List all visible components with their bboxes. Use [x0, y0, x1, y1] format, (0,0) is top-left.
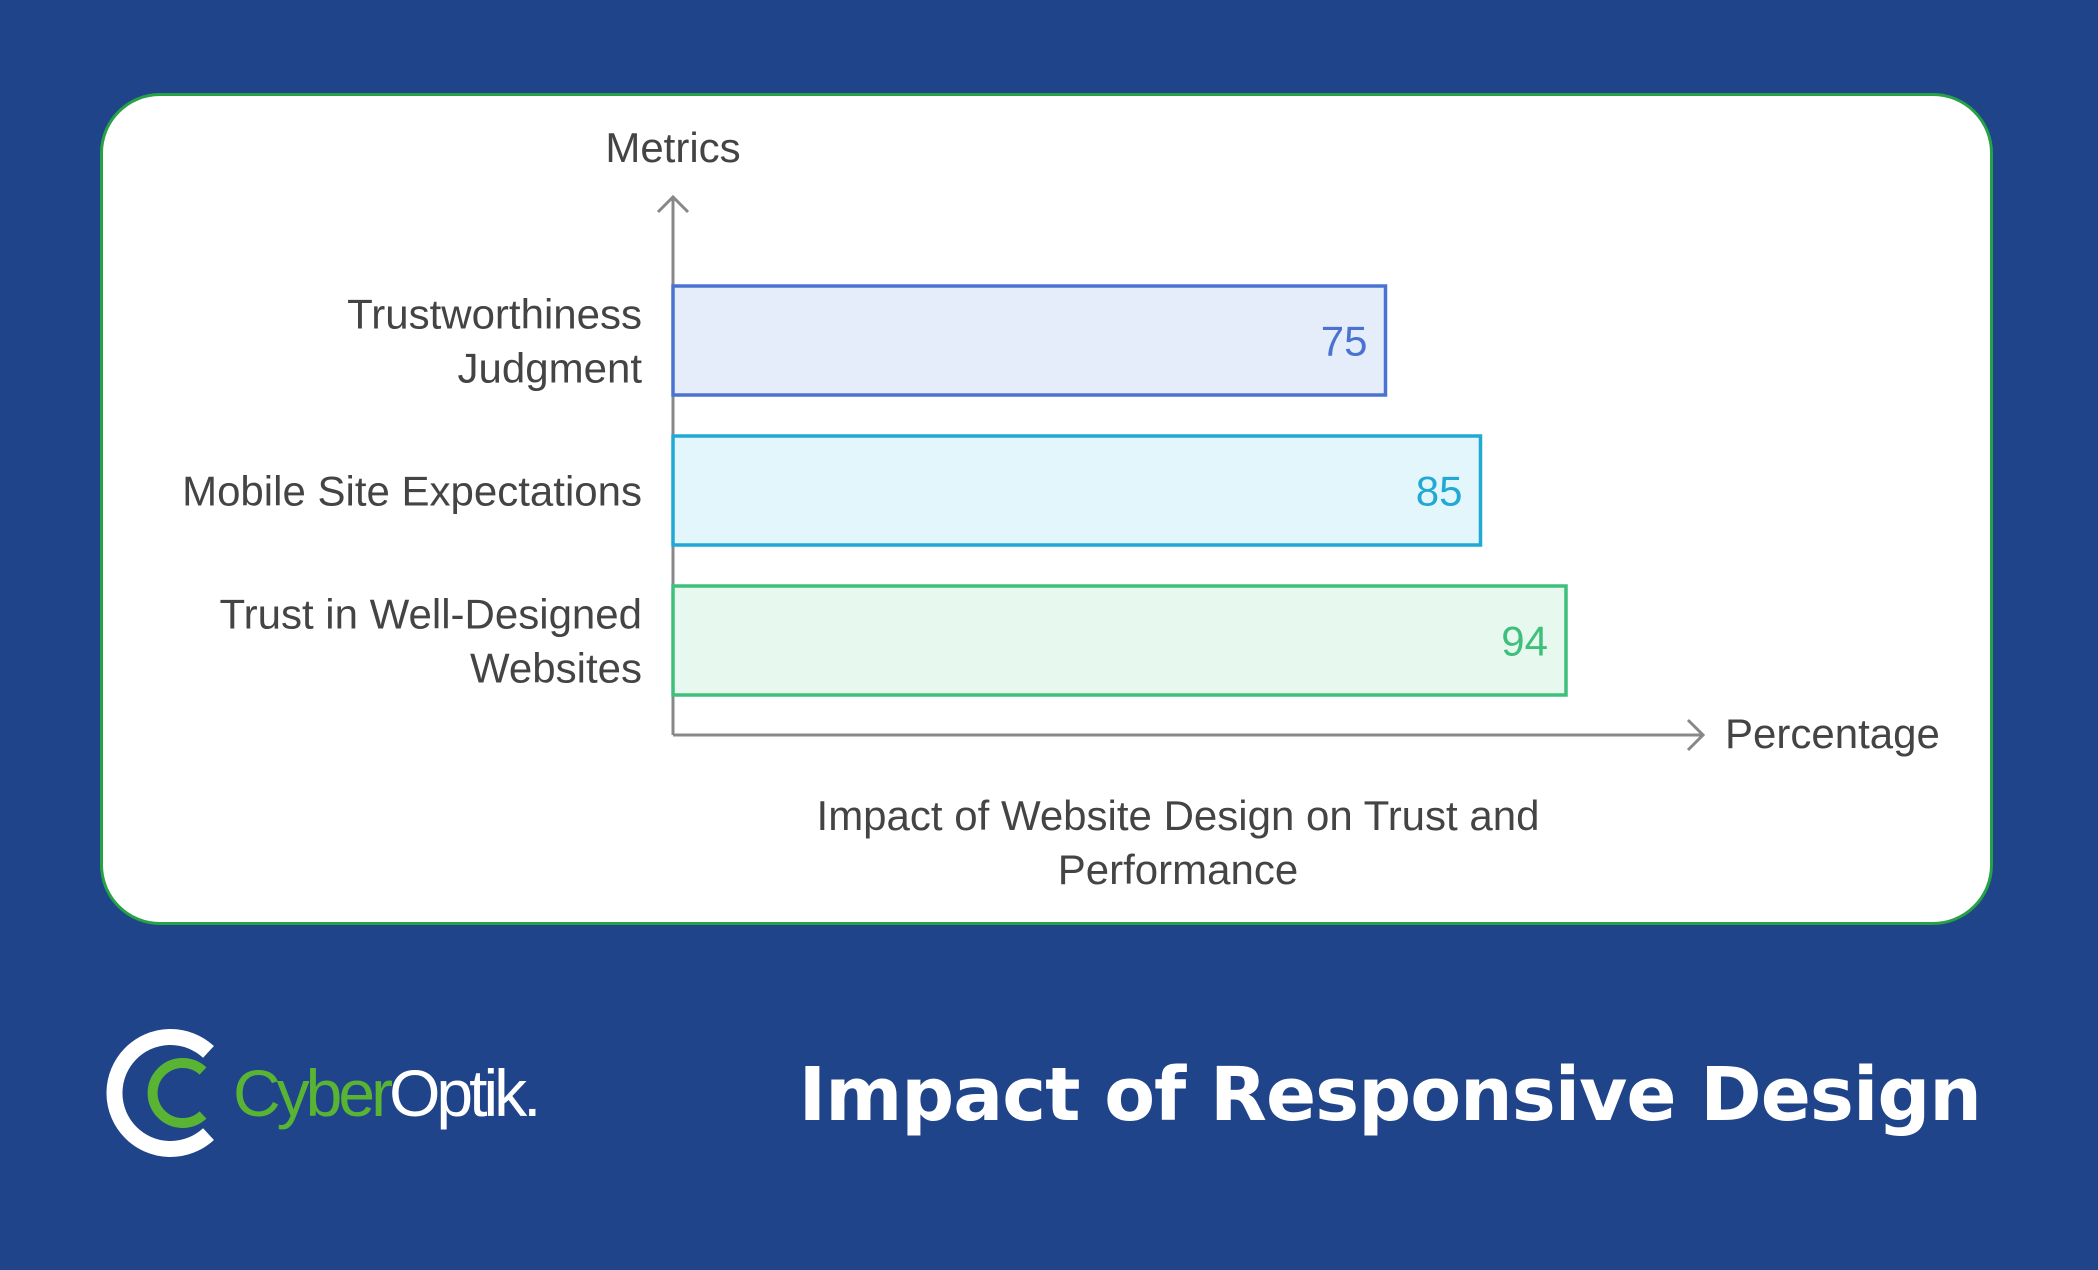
- footer-title: Impact of Responsive Design: [798, 1052, 1982, 1138]
- bar: [671, 584, 1568, 697]
- chart-caption: Impact of Website Design on Trust and: [817, 792, 1540, 839]
- logo-ring-icon: [106, 1029, 214, 1157]
- logo-text-cyber: Cyber: [233, 1056, 393, 1130]
- x-axis-label: Percentage: [1725, 710, 1940, 757]
- category-label: Trustworthiness: [347, 291, 642, 338]
- bar-value-label: 85: [1416, 468, 1463, 515]
- y-axis-arrow-icon: [656, 194, 690, 214]
- category-label: Websites: [470, 645, 642, 692]
- logo-text-optik: Optik.: [389, 1056, 541, 1130]
- bar-value-label: 94: [1501, 618, 1548, 665]
- category-label: Trust in Well-Designed: [220, 591, 642, 638]
- bar: [671, 434, 1483, 547]
- chart-caption: Performance: [1058, 846, 1298, 893]
- logo-wordmark: CyberOptik.: [233, 1056, 541, 1130]
- category-label: Judgment: [458, 345, 643, 392]
- y-axis-label: Metrics: [605, 124, 740, 171]
- bar-value-label: 75: [1321, 318, 1368, 365]
- category-label: Mobile Site Expectations: [182, 468, 642, 515]
- x-axis-arrow-icon: [1686, 718, 1706, 752]
- bar: [671, 284, 1388, 397]
- cyberoptik-logo: [106, 1029, 214, 1157]
